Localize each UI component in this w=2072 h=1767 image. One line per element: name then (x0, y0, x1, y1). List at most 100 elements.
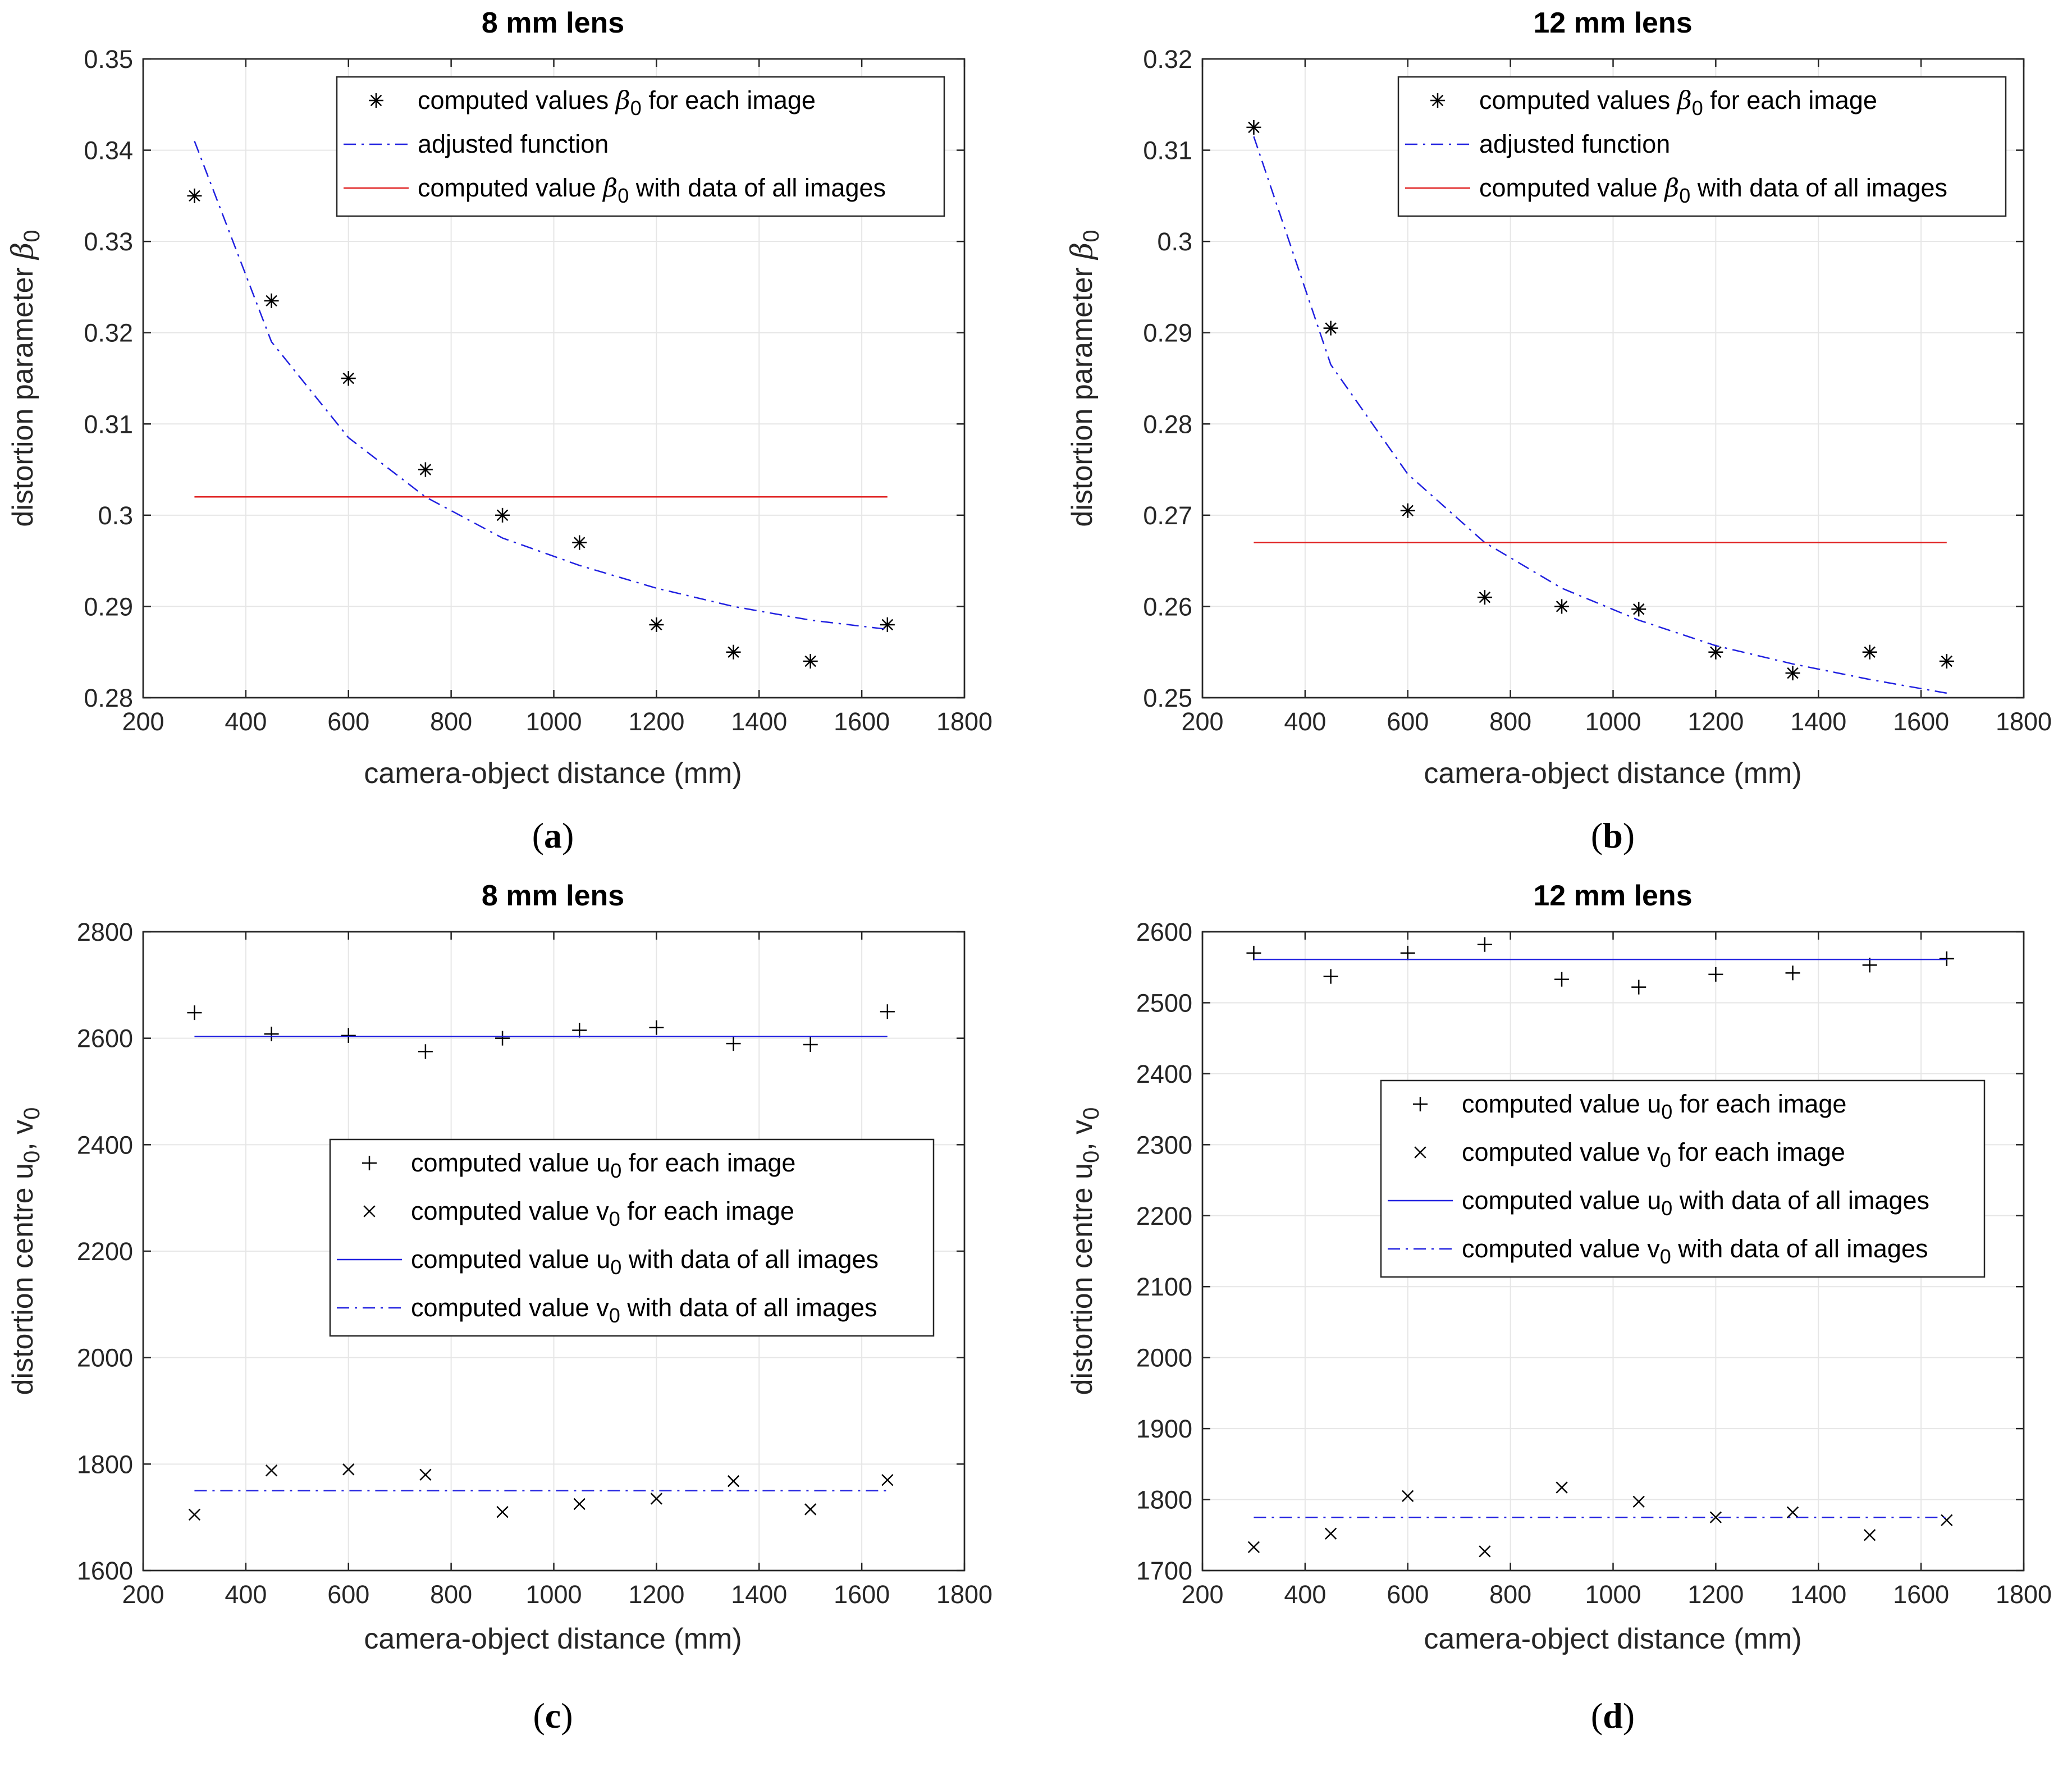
data-point-plus (1246, 945, 1261, 960)
y-tick-label: 2600 (77, 1024, 133, 1053)
legend-label: computed values β0 for each image (1479, 85, 1877, 120)
legend-box (1397, 76, 2007, 217)
data-point-cross-stroke (1786, 1506, 1799, 1518)
data-point-cross-stroke (1941, 1514, 1953, 1526)
x-tick-label: 600 (327, 707, 369, 736)
y-tick-label: 0.26 (1143, 592, 1192, 621)
data-point-cross (727, 1475, 740, 1487)
data-point-asterisk (880, 617, 895, 632)
data-point-cross (496, 1506, 509, 1518)
y-tick-label: 2300 (1136, 1130, 1192, 1159)
legend-label: adjusted function (418, 130, 609, 158)
data-point-asterisk (1939, 653, 1954, 669)
data-point-asterisk-stroke (573, 537, 586, 548)
legend-label: computed value v0 for each image (411, 1197, 794, 1230)
x-tick-label: 1000 (525, 1580, 582, 1609)
y-tick-label: 2200 (1136, 1202, 1192, 1230)
y-tick-label: 0.31 (84, 410, 133, 438)
data-point-asterisk (1554, 599, 1570, 614)
y-tick-label: 0.31 (1143, 136, 1192, 165)
x-tick-label: 800 (430, 1580, 472, 1609)
legend-swatch-marker-stroke (1414, 1146, 1426, 1159)
data-point-cross-stroke (342, 1463, 355, 1476)
data-point-cross (419, 1468, 432, 1481)
data-point-plus (187, 1005, 202, 1020)
y-tick-label: 2800 (77, 918, 133, 946)
data-point-asterisk-stroke (1632, 603, 1645, 615)
data-point-cross (342, 1463, 355, 1476)
data-point-asterisk-stroke (1248, 121, 1260, 134)
y-tick-label: 0.28 (84, 684, 133, 712)
data-point-cross-stroke (1479, 1545, 1491, 1558)
legend-label: computed value v0 with data of all image… (411, 1293, 877, 1327)
legend-label: computed value β0 with data of all image… (418, 173, 886, 207)
data-point-cross (1556, 1481, 1568, 1494)
data-point-cross-stroke (1402, 1490, 1414, 1502)
x-tick-label: 200 (1181, 1580, 1223, 1609)
legend-label: computed value v0 for each image (1462, 1138, 1845, 1171)
panel-c: 200 400 600 800 1000 1200 1400 1600 1800 1600 1800… (7, 880, 992, 1736)
x-axis-label: camera-object distance (mm) (364, 757, 742, 790)
chart-title: 8 mm lens (482, 880, 624, 912)
data-point-asterisk (649, 617, 664, 632)
data-point-cross (1941, 1514, 1953, 1526)
data-point-asterisk-stroke (1325, 322, 1337, 334)
data-point-cross (1402, 1490, 1414, 1502)
legend-label: adjusted function (1479, 130, 1670, 158)
y-tick-label: 0.28 (1143, 410, 1192, 438)
y-tick-label: 0.29 (84, 592, 133, 621)
x-tick-label: 1800 (936, 707, 992, 736)
data-point-cross-stroke (1247, 1541, 1260, 1553)
chart-title: 12 mm lens (1533, 7, 1692, 39)
data-point-cross (650, 1493, 663, 1505)
data-point-plus (1862, 958, 1877, 973)
x-tick-label: 1600 (1893, 707, 1949, 736)
x-tick-label: 1400 (731, 1580, 787, 1609)
x-axis-label: camera-object distance (mm) (1424, 1623, 1801, 1655)
x-tick-label: 600 (1387, 1580, 1429, 1609)
data-point-asterisk (1631, 602, 1646, 617)
data-point-asterisk-stroke (651, 619, 662, 631)
x-axis-label: camera-object distance (mm) (1424, 757, 1801, 790)
legend-label: computed values β0 for each image (418, 85, 816, 120)
data-point-asterisk-stroke (804, 655, 816, 667)
y-axis-label: distortion centre u0, v0 (1066, 1107, 1104, 1395)
data-point-asterisk-stroke (728, 646, 739, 658)
y-tick-label: 0.3 (98, 501, 133, 530)
data-point-plus (1323, 969, 1338, 984)
data-point-asterisk-stroke (1402, 505, 1414, 516)
y-tick-label: 2500 (1136, 988, 1192, 1017)
data-point-asterisk (264, 293, 279, 308)
x-tick-label: 1400 (731, 707, 787, 736)
data-point-asterisk-stroke (1787, 667, 1799, 679)
data-point-cross (1247, 1541, 1260, 1553)
x-tick-label: 400 (1284, 707, 1326, 736)
x-tick-label: 1400 (1790, 1580, 1846, 1609)
data-point-plus (495, 1031, 510, 1046)
data-point-plus (341, 1028, 356, 1043)
data-point-cross (804, 1503, 817, 1516)
y-tick-label: 2600 (1136, 918, 1192, 946)
data-point-cross (881, 1474, 894, 1486)
y-tick-label: 2100 (1136, 1272, 1192, 1301)
x-tick-label: 1200 (628, 707, 684, 736)
y-tick-label: 0.29 (1143, 319, 1192, 347)
data-point-plus (1554, 972, 1570, 987)
data-point-plus (880, 1004, 895, 1019)
data-point-asterisk (1477, 590, 1492, 605)
x-tick-label: 1800 (936, 1580, 992, 1609)
x-tick-label: 1400 (1790, 707, 1846, 736)
data-point-plus (1939, 951, 1954, 967)
data-point-cross (1864, 1529, 1876, 1541)
legend-swatch-marker (1430, 93, 1445, 108)
y-tick-label: 0.33 (84, 227, 133, 256)
x-tick-label: 1600 (834, 1580, 890, 1609)
legend-label: computed value β0 with data of all image… (1479, 173, 1947, 207)
x-tick-label: 1200 (1687, 1580, 1744, 1609)
legend-swatch-marker (363, 1205, 376, 1217)
legend-swatch-marker (1414, 1146, 1426, 1159)
data-point-asterisk (1785, 666, 1800, 681)
data-point-asterisk-stroke (1864, 646, 1876, 658)
legend-swatch-marker (1413, 1097, 1428, 1111)
